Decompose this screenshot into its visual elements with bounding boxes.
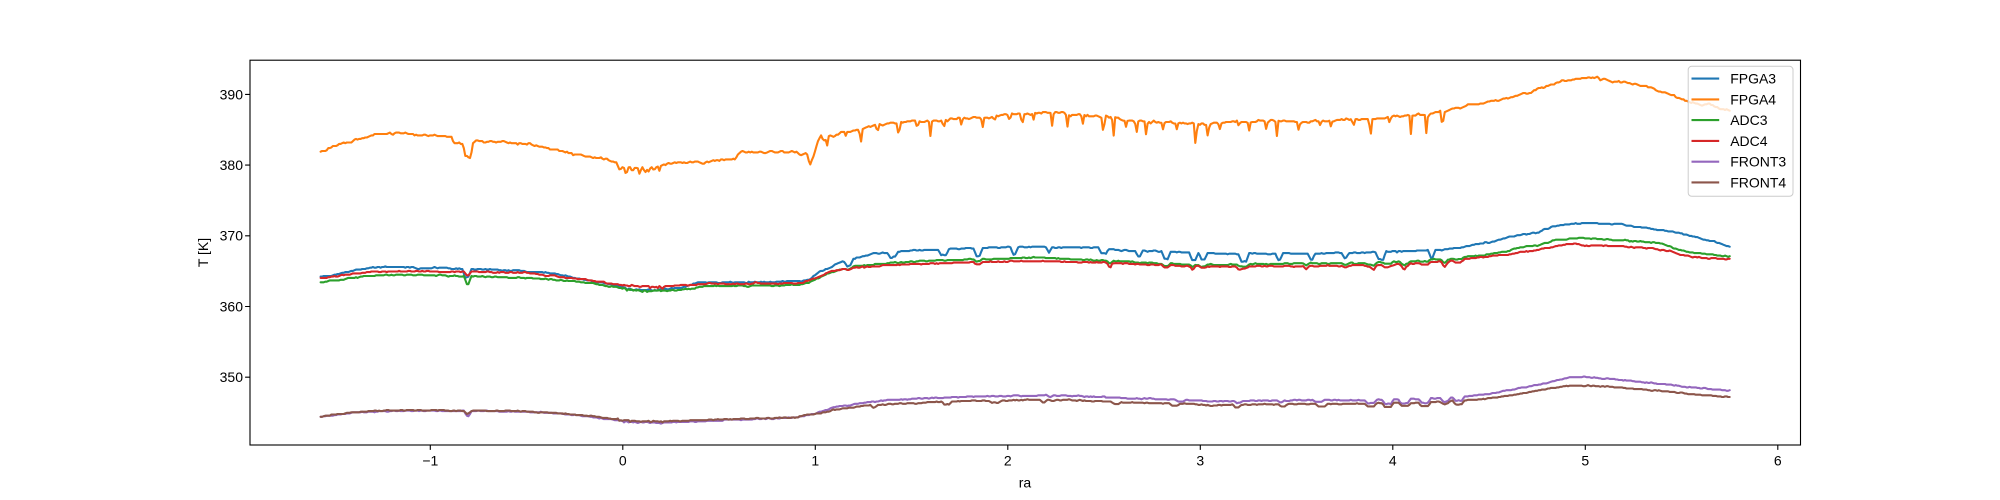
svg-text:FPGA4: FPGA4 <box>1730 91 1776 107</box>
svg-text:T [K]: T [K] <box>195 238 211 267</box>
svg-text:350: 350 <box>220 369 244 385</box>
svg-text:ADC4: ADC4 <box>1730 133 1768 149</box>
svg-text:FPGA3: FPGA3 <box>1730 71 1776 87</box>
svg-text:2: 2 <box>1004 453 1012 469</box>
svg-text:−1: −1 <box>422 453 438 469</box>
svg-text:4: 4 <box>1389 453 1397 469</box>
svg-text:FRONT4: FRONT4 <box>1730 174 1786 190</box>
svg-text:ADC3: ADC3 <box>1730 112 1768 128</box>
svg-text:ra: ra <box>1019 475 1032 491</box>
svg-text:390: 390 <box>220 86 244 102</box>
svg-text:3: 3 <box>1196 453 1204 469</box>
svg-text:1: 1 <box>811 453 819 469</box>
svg-text:6: 6 <box>1774 453 1782 469</box>
svg-text:370: 370 <box>220 228 244 244</box>
svg-text:5: 5 <box>1581 453 1589 469</box>
svg-text:FRONT3: FRONT3 <box>1730 154 1786 170</box>
svg-text:360: 360 <box>220 298 244 314</box>
svg-text:0: 0 <box>619 453 627 469</box>
svg-text:380: 380 <box>220 157 244 173</box>
